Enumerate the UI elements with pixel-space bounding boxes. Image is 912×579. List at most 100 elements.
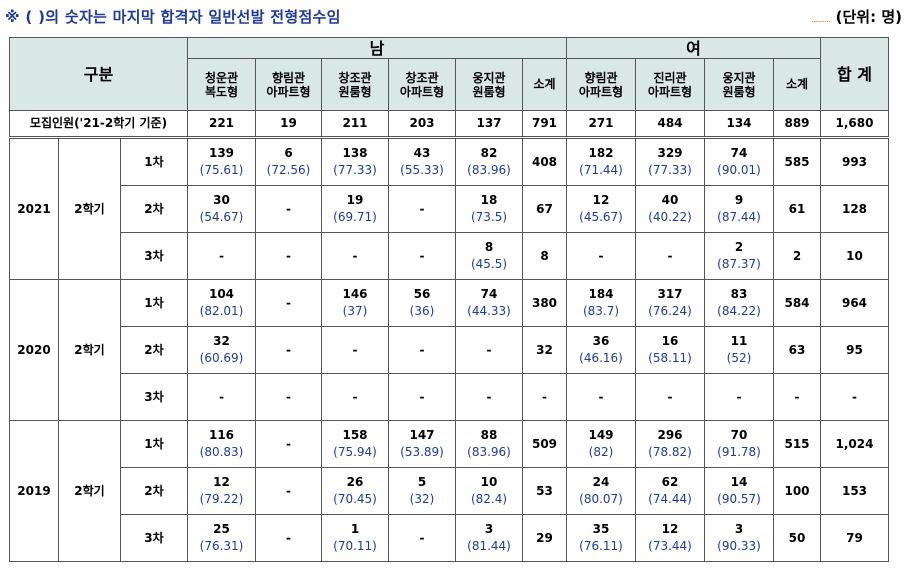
count-value: 5 [417, 475, 427, 489]
dorm-name: 향림관 [584, 70, 618, 85]
count-value: - [286, 295, 291, 310]
count-value: - [736, 389, 742, 404]
male-dorm-header: 청운관 복도형 [187, 58, 256, 111]
count-value: 25 [213, 522, 230, 536]
data-row: 2차 12 (79.22) - 26 (70.45) 5 (32) 10 (82.4) 53 24 (8… [10, 467, 889, 515]
value-cell: 82 (83.96) [455, 136, 523, 186]
cutoff-score: (74.44) [648, 492, 692, 506]
count-value: - [419, 389, 425, 404]
value-cell: 12 (79.22) [187, 467, 256, 515]
value-cell: - [187, 373, 256, 421]
count-value: 29 [536, 530, 553, 545]
count-value: - [667, 248, 673, 263]
cutoff-score: (77.33) [648, 163, 692, 177]
count-value: 63 [788, 342, 806, 357]
value-cell: - [321, 232, 389, 280]
count-value: 43 [413, 146, 431, 160]
count-value: - [419, 248, 425, 263]
count-value: 3 [484, 522, 494, 536]
recruit-row: 모집인원('21-2학기 기준) 221 19 211 203 137 791 271 484 1… [9, 110, 889, 138]
value-cell: - [820, 373, 889, 421]
recruit-value: 791 [522, 110, 567, 138]
cutoff-score: (73.44) [648, 539, 692, 553]
count-value: 128 [841, 201, 868, 216]
cutoff-score: (71.44) [579, 163, 623, 177]
value-cell: - [566, 373, 636, 421]
round-cell: 1차 [120, 136, 188, 186]
value-cell: 12 (45.67) [566, 185, 636, 233]
table-body: 구분 남 여 합 계 청운관 복도형 향림관 아파트형 창조관 원룸형 창조관 아파트형 웅지관… [9, 37, 889, 562]
male-dorm-header: 향림관 아파트형 [255, 58, 322, 111]
cutoff-score: (37) [342, 304, 368, 318]
value-cell: 5 (32) [388, 467, 456, 515]
count-value: 12 [661, 522, 679, 536]
cutoff-score: (76.11) [579, 539, 623, 553]
value-cell: 8 (45.5) [455, 232, 523, 280]
recruit-value: 19 [255, 110, 322, 138]
value-cell: 14 (90.57) [704, 467, 774, 515]
value-cell: 62 (74.44) [635, 467, 705, 515]
value-cell: 182 (71.44) [566, 136, 636, 186]
count-value: 14 [730, 475, 748, 489]
dotted-leader: .......... [811, 15, 831, 25]
value-cell: 63 [773, 326, 821, 374]
value-cell: 585 [773, 136, 821, 186]
term-cell: 2학기 [58, 279, 121, 421]
count-value: 153 [841, 483, 868, 498]
recruit-value: 221 [187, 110, 256, 138]
value-cell: 584 [773, 279, 821, 327]
value-cell: 95 [820, 326, 889, 374]
value-cell: 329 (77.33) [635, 136, 705, 186]
cutoff-score: (40.22) [648, 210, 692, 224]
count-value: - [667, 389, 673, 404]
recruit-value: 203 [388, 110, 456, 138]
count-value: 2 [734, 240, 744, 254]
value-cell: 83 (84.22) [704, 279, 774, 327]
count-value: 12 [213, 475, 230, 489]
female-header: 여 [566, 37, 821, 59]
dorm-type: 복도형 [204, 84, 239, 99]
value-cell: 9 (87.44) [704, 185, 774, 233]
value-cell: 35 (76.11) [566, 514, 636, 562]
dorm-name: 창조관 [405, 70, 439, 85]
count-value: 8 [484, 240, 494, 254]
cutoff-score: (83.96) [467, 163, 511, 177]
cutoff-score: (80.83) [199, 445, 244, 459]
count-value: 585 [784, 154, 810, 169]
count-value: 993 [841, 154, 868, 169]
dorm-name: 향림관 [271, 70, 306, 85]
value-cell: - [388, 326, 456, 374]
round-cell: 1차 [120, 420, 188, 468]
count-value: - [419, 201, 425, 216]
value-cell: 88 (83.96) [455, 420, 523, 468]
cutoff-score: (69.71) [333, 210, 377, 224]
admission-table: 구분 남 여 합 계 청운관 복도형 향림관 아파트형 창조관 원룸형 창조관 아파트형 웅지관… [9, 37, 889, 562]
count-value: - [486, 342, 492, 357]
round-cell: 3차 [120, 373, 188, 421]
value-cell: 2 (87.37) [704, 232, 774, 280]
value-cell: - [255, 514, 322, 562]
value-cell: - [388, 185, 456, 233]
value-cell: 74 (44.33) [455, 279, 523, 327]
value-cell: - [388, 514, 456, 562]
value-cell: 19 (69.71) [321, 185, 389, 233]
cutoff-score: (58.11) [648, 351, 692, 365]
count-value: 16 [661, 334, 679, 348]
value-cell: 8 [522, 232, 567, 280]
count-value: 158 [342, 428, 368, 442]
dorm-type: 원룸형 [338, 84, 372, 99]
female-dorm-header: 향림관 아파트형 [566, 58, 636, 111]
value-cell: 116 (80.83) [187, 420, 256, 468]
year-cell: 2019 [9, 420, 59, 562]
value-cell: 40 (40.22) [635, 185, 705, 233]
value-cell: 380 [522, 279, 567, 327]
data-row: 3차 - - - - 8 (45.5) 8 - - 2 (87.37) 2 10 [10, 232, 889, 280]
value-cell: 70 (91.78) [704, 420, 774, 468]
title-bar: ※ ( )의 숫자는 마지막 합격자 일반선발 전형점수임 ..........… [0, 0, 912, 34]
count-value: - [286, 201, 291, 216]
count-value: 104 [208, 287, 235, 301]
value-cell: 43 (55.33) [388, 136, 456, 186]
count-value: - [286, 342, 291, 357]
cutoff-score: (83.7) [582, 304, 620, 318]
cutoff-score: (77.33) [333, 163, 377, 177]
